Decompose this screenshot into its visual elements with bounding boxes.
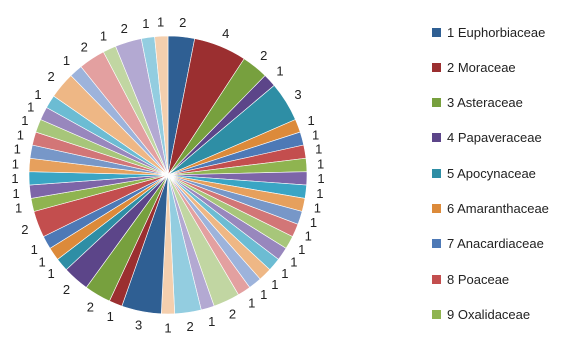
legend-label: 6 Amaranthaceae (447, 200, 549, 216)
slice-value-label: 2 (121, 21, 128, 36)
slice-value-label: 1 (12, 156, 19, 171)
slice-value-label: 1 (157, 15, 164, 30)
legend-label: 1 Euphorbiaceae (447, 24, 546, 40)
slice-value-label: 1 (14, 142, 21, 157)
slice-value-label: 1 (63, 53, 70, 68)
slice-value-label: 1 (305, 229, 312, 244)
slice-value-label: 2 (87, 299, 94, 314)
legend-item: 1 Euphorbiaceae (432, 22, 549, 42)
slice-value-label: 1 (34, 87, 41, 102)
slice-value-label: 1 (142, 16, 149, 31)
slice-value-label: 1 (107, 309, 114, 324)
legend-label: 8 Poaceae (447, 271, 510, 287)
slice-value-label: 2 (81, 40, 88, 55)
pie-slices (28, 35, 308, 315)
slice-value-label: 1 (248, 296, 255, 311)
slice-value-label: 1 (281, 266, 288, 281)
slice-value-label: 3 (294, 87, 301, 102)
legend-item: 9 Oxalidaceae (432, 304, 549, 324)
slice-value-label: 1 (208, 314, 215, 329)
slice-value-label: 2 (179, 15, 186, 30)
chart-legend: 1 Euphorbiaceae 2 Moraceae 3 Asteraceae 4 P… (432, 22, 549, 340)
legend-swatch (432, 27, 441, 37)
slice-value-label: 1 (17, 127, 24, 142)
slice-value-label: 1 (276, 63, 283, 78)
pie-slice-labels: 2421311111111111111121213122111211111111… (11, 15, 324, 336)
slice-value-label: 1 (316, 186, 323, 201)
slice-value-label: 1 (260, 287, 267, 302)
legend-item: 7 Anacardiaceae (432, 234, 549, 254)
slice-value-label: 1 (27, 100, 34, 115)
slice-value-label: 3 (135, 318, 142, 333)
slice-value-label: 1 (11, 171, 18, 186)
slice-value-label: 1 (314, 201, 321, 216)
slice-value-label: 1 (21, 113, 28, 128)
legend-label: 7 Anacardiaceae (447, 236, 544, 252)
legend-item: 8 Poaceae (432, 269, 549, 289)
slice-value-label: 2 (186, 319, 193, 334)
legend-swatch (432, 274, 441, 284)
legend-label: 2 Moraceae (447, 59, 516, 75)
legend-swatch (432, 62, 441, 72)
slice-value-label: 1 (12, 186, 19, 201)
slice-value-label: 2 (21, 222, 28, 237)
slice-value-label: 1 (31, 242, 38, 257)
legend-label: 5 Apocynaceae (447, 165, 536, 181)
slice-value-label: 1 (271, 277, 278, 292)
legend-label: 3 Asteraceae (447, 95, 523, 111)
slice-value-label: 2 (260, 48, 267, 63)
slice-value-label: 1 (317, 171, 324, 186)
legend-swatch (432, 133, 441, 143)
legend-swatch (432, 98, 441, 108)
legend-item: 3 Asteraceae (432, 93, 549, 113)
legend-label: 4 Papaveraceae (447, 130, 542, 146)
slice-value-label: 1 (312, 127, 319, 142)
legend-swatch (432, 309, 441, 319)
legend-label: 9 Oxalidaceae (447, 306, 531, 322)
pie-chart: 2421311111111111111121213122111211111111… (11, 15, 324, 336)
pie-slice-48 (154, 35, 169, 176)
slice-value-label: 1 (164, 321, 171, 336)
slice-value-label: 1 (15, 201, 22, 216)
slice-value-label: 1 (315, 142, 322, 157)
legend-item: 4 Papaveraceae (432, 128, 549, 148)
slice-value-label: 1 (290, 254, 297, 269)
slice-value-label: 1 (310, 215, 317, 230)
slice-value-label: 2 (229, 306, 236, 321)
slice-value-label: 1 (317, 156, 324, 171)
slice-value-label: 1 (298, 242, 305, 257)
slice-value-label: 1 (100, 29, 107, 44)
slice-value-label: 4 (222, 26, 229, 41)
legend-item: 6 Amaranthaceae (432, 198, 549, 218)
slice-value-label: 1 (38, 254, 45, 269)
legend-swatch (432, 203, 441, 213)
legend-item: 2 Moraceae (432, 57, 549, 77)
legend-swatch (432, 168, 441, 178)
slice-value-label: 1 (307, 113, 314, 128)
legend-swatch (432, 239, 441, 249)
slice-value-label: 1 (47, 266, 54, 281)
slice-value-label: 2 (47, 69, 54, 84)
slice-value-label: 2 (63, 282, 70, 297)
legend-item: 5 Apocynaceae (432, 163, 549, 183)
